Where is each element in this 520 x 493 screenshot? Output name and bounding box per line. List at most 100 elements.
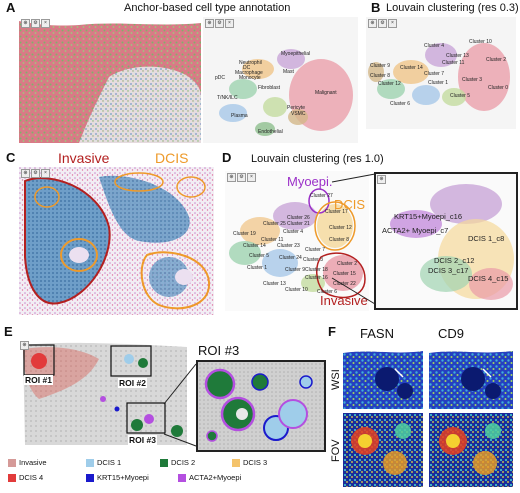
- d-invasive-label: Invasive: [320, 293, 368, 308]
- umap-label: Cluster 10: [285, 287, 308, 293]
- legend-swatch: [178, 473, 186, 482]
- legend-item-acta2-myoepi: ACTA2+Myoepi: [178, 473, 241, 482]
- umap-label: Cluster 24: [279, 255, 302, 261]
- panel-d-zoom-toolbar[interactable]: ⊕: [377, 175, 386, 184]
- settings-icon[interactable]: ⚙: [215, 19, 224, 28]
- roi-connector-lines: [163, 363, 197, 447]
- umap-label: Endothelial: [258, 129, 283, 135]
- fov-row-label: FOV: [330, 439, 342, 462]
- legend-label: ACTA2+Myoepi: [189, 473, 242, 482]
- umap-label: Mast: [283, 69, 294, 75]
- zoom-connector-lines: [331, 173, 376, 305]
- umap-label: Cluster 25: [263, 221, 286, 227]
- zoom-icon[interactable]: ⊕: [205, 19, 214, 28]
- panel-f-letter: F: [328, 324, 336, 339]
- panel-a-umap: Myoepithelial Neutrophil DC Macrophage M…: [203, 17, 358, 143]
- settings-icon[interactable]: ⚙: [31, 169, 40, 178]
- umap-label: T/NK/ILC: [217, 95, 238, 101]
- umap-label: Cluster 12: [329, 225, 352, 231]
- roi-1-label: ROI #1: [24, 375, 53, 385]
- umap-label: DC: [243, 65, 251, 71]
- fasn-fov-heatmap: [343, 413, 423, 487]
- zoom-icon[interactable]: ⊕: [368, 19, 377, 28]
- umap-label: Cluster 2: [486, 57, 507, 63]
- roi-2-label: ROI #2: [118, 378, 147, 388]
- legend-item-krt15-myoepi: KRT15+Myoepi: [86, 473, 149, 482]
- cd9-column-title: CD9: [438, 326, 465, 341]
- legend-swatch: [86, 473, 94, 482]
- legend-label: DCIS 1: [97, 458, 122, 467]
- legend-item-dcis3: DCIS 3: [232, 458, 267, 467]
- umap-label: Cluster 1: [428, 80, 449, 86]
- zoom-icon[interactable]: ⊕: [377, 175, 386, 184]
- settings-icon[interactable]: ⚙: [237, 173, 246, 182]
- close-icon[interactable]: ×: [388, 19, 397, 28]
- umap-label: Cluster 9: [285, 267, 306, 273]
- legend-label: DCIS 4: [19, 473, 44, 482]
- umap-label: Cluster 3: [303, 257, 324, 263]
- wsi-row-label: WSI: [330, 369, 342, 390]
- zoom-icon[interactable]: ⊕: [227, 173, 236, 182]
- umap-label: Plasma: [231, 113, 248, 119]
- umap-label: Cluster 13: [446, 53, 469, 59]
- umap-label: Cluster 19: [233, 231, 256, 237]
- panel-a-tissue-image: [19, 17, 201, 143]
- panel-c-tissue-image: [19, 167, 214, 315]
- umap-label: Cluster 6: [317, 289, 338, 295]
- settings-icon[interactable]: ⚙: [378, 19, 387, 28]
- myoepi-label: Myoepi.: [287, 174, 333, 189]
- zoom-icon[interactable]: ⊕: [20, 341, 29, 350]
- legend-label: DCIS 2: [171, 458, 196, 467]
- zoom-label: KRT15+Myoepi_c16: [394, 212, 463, 221]
- zoom-label: DCIS 1_c8: [468, 234, 505, 243]
- umap-label: Malignant: [315, 90, 337, 96]
- close-icon[interactable]: ×: [247, 173, 256, 182]
- umap-label: Cluster 0: [488, 85, 509, 91]
- zoom-icon[interactable]: ⊕: [21, 169, 30, 178]
- legend-swatch: [160, 458, 168, 467]
- umap-label: Cluster 10: [469, 39, 492, 45]
- panel-b-toolbar[interactable]: ⊕ ⚙ ×: [368, 19, 397, 28]
- close-icon[interactable]: ×: [41, 19, 50, 28]
- umap-label: VSMC: [291, 111, 306, 117]
- umap-label: Cluster 4: [424, 43, 445, 49]
- panel-a-umap-toolbar[interactable]: ⊕ ⚙ ×: [205, 19, 234, 28]
- panel-e-tissue-image: [19, 339, 189, 447]
- umap-label: Cluster 13: [263, 281, 286, 287]
- umap-label: Macrophage: [235, 70, 263, 76]
- zoom-label: DCIS 2_c12: [434, 256, 475, 265]
- legend-label: KRT15+Myoepi: [97, 473, 149, 482]
- umap-label: Monocyte: [239, 75, 261, 81]
- panel-a-toolbar[interactable]: ⊕ ⚙ ×: [21, 19, 50, 28]
- panel-d-toolbar[interactable]: ⊕ ⚙ ×: [227, 173, 256, 182]
- fasn-wsi-heatmap: [343, 347, 423, 409]
- zoom-label: DCIS 3_c17: [428, 266, 469, 275]
- panel-e-letter: E: [4, 324, 13, 339]
- umap-label: Cluster 6: [390, 101, 411, 107]
- legend-item-dcis4: DCIS 4: [8, 473, 43, 482]
- panel-e-toolbar[interactable]: ⊕: [20, 341, 29, 350]
- umap-label: Cluster 12: [378, 81, 401, 87]
- umap-label: Cluster 5: [450, 93, 471, 99]
- panel-c-letter: C: [6, 150, 16, 165]
- umap-label: Cluster 26: [287, 215, 310, 221]
- umap-label: Cluster 4: [283, 229, 304, 235]
- settings-icon[interactable]: ⚙: [31, 19, 40, 28]
- umap-label: Cluster 22: [333, 281, 356, 287]
- close-icon[interactable]: ×: [41, 169, 50, 178]
- panel-d-umap: Cluster 27 Cluster 26 Cluster 21 Cluster…: [225, 171, 369, 311]
- zoom-icon[interactable]: ⊕: [21, 19, 30, 28]
- close-icon[interactable]: ×: [225, 19, 234, 28]
- umap-label: Cluster 7: [305, 247, 326, 253]
- fasn-column-title: FASN: [360, 326, 394, 341]
- panel-c-toolbar[interactable]: ⊕ ⚙ ×: [21, 169, 50, 178]
- legend-swatch: [8, 458, 16, 467]
- umap-label: pDC: [215, 75, 226, 81]
- legend-item-invasive: Invasive: [8, 458, 47, 467]
- panel-d-letter: D: [222, 150, 232, 165]
- umap-label: Cluster 9: [370, 63, 391, 69]
- panel-d-title: Louvain clustering (res 1.0): [251, 153, 384, 165]
- roi-3-label: ROI #3: [128, 435, 157, 445]
- umap-label: Cluster 11: [442, 60, 465, 66]
- umap-label: Cluster 1: [247, 265, 268, 271]
